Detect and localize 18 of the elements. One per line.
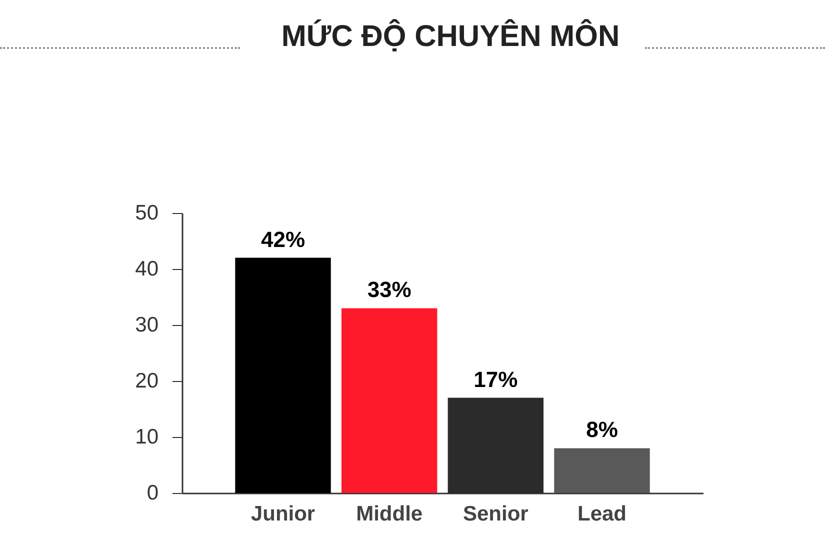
y-tick-label: 20 xyxy=(135,370,158,392)
bar xyxy=(554,448,650,493)
x-tick-label: Lead xyxy=(577,502,626,526)
x-tick-label: Middle xyxy=(356,502,423,526)
bar xyxy=(341,308,438,493)
data-label: 8% xyxy=(586,417,618,442)
x-tick-label: Junior xyxy=(250,502,316,526)
y-tick-label: 0 xyxy=(146,482,158,504)
data-label: 33% xyxy=(367,277,412,302)
y-tick-label: 50 xyxy=(135,202,158,224)
y-tick-label: 30 xyxy=(135,314,158,336)
chart-title: MỨC ĐỘ CHUYÊN MÔN xyxy=(281,19,620,53)
bar xyxy=(235,258,331,493)
y-tick-label: 40 xyxy=(135,258,158,280)
data-label: 17% xyxy=(474,366,518,392)
data-label: 42% xyxy=(260,226,306,252)
x-tick-label: Senior xyxy=(462,502,528,526)
y-tick-label: 10 xyxy=(135,426,158,448)
